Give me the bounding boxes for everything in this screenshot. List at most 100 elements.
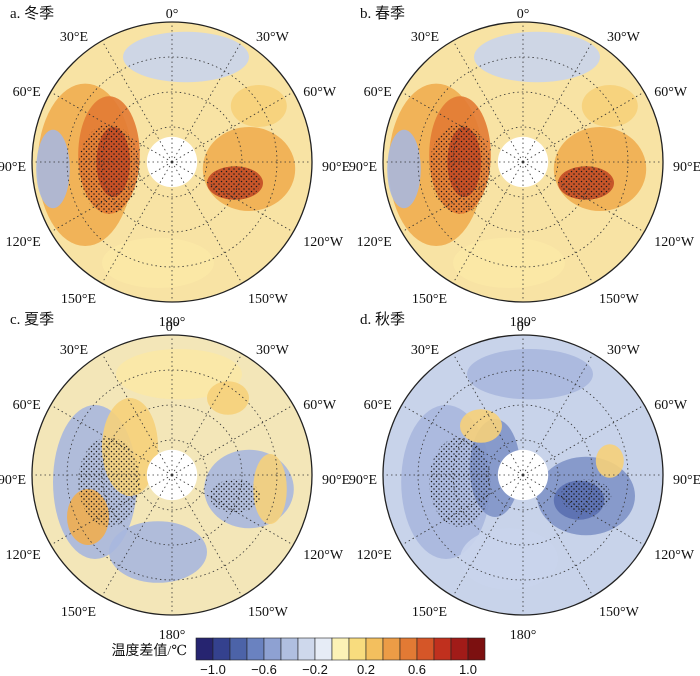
colorbar-tick-label: −0.6 [251,662,277,676]
meridian-line [522,40,594,163]
longitude-label: 90°E [673,160,700,175]
longitude-label: 180° [510,315,537,330]
colorbar-cell [365,637,384,661]
longitude-label: 90°E [673,473,700,488]
meridian-line [401,161,524,233]
colorbar-cell [467,637,486,661]
meridian-line [522,404,645,476]
longitude-label: 60°E [13,85,41,100]
latitude-circle [487,126,559,198]
meridian-line [50,161,173,233]
longitude-label: 90°E [322,160,350,175]
longitude-label: 150°W [248,292,289,307]
anomaly-region [116,349,242,400]
panel-title: d. 秋季 [360,311,405,328]
meridian-line [101,353,173,476]
longitude-label: 120°W [654,548,695,563]
longitude-label: 120°E [357,235,392,250]
colorbar-cell [263,637,282,661]
map-panel: 0° 30°W 60°W 90°E 120°W 150°W 180° 150°E 120°E 90… [0,5,350,330]
map-boundary [382,21,664,303]
anomaly-region [595,444,624,478]
longitude-label: 120°E [6,548,41,563]
anomaly-region [453,237,565,288]
longitude-label: 180° [510,628,537,643]
longitude-label: 0° [166,320,179,335]
longitude-label: 150°E [412,292,447,307]
colorbar-tick-label: −1.0 [200,662,226,676]
map-panel: 0° 30°W 60°W 90°E 120°W 150°W 180° 150°E 120°E 90… [0,311,350,643]
longitude-label: 180° [159,315,186,330]
longitude-label: 60°W [654,398,688,413]
longitude-label: 150°E [412,605,447,620]
longitude-label: 60°E [13,398,41,413]
meridian-line [452,161,524,284]
longitude-label: 60°W [303,398,337,413]
significance-stipple [78,124,140,214]
temperature-field [32,335,312,615]
colorbar-cell [399,637,418,661]
colorbar-cell [280,637,299,661]
anomaly-region [102,237,214,288]
longitude-label: 30°E [60,30,88,45]
latitude-circle [452,91,594,233]
anomaly-region [36,129,70,209]
meridian-line [171,404,294,476]
longitude-label: 120°E [357,548,392,563]
longitude-label: 30°W [256,343,290,358]
meridian-line [452,474,524,597]
longitude-label: 0° [166,7,179,22]
significance-stipple [209,479,261,513]
colorbar-cell [348,637,367,661]
meridian-line [522,161,645,233]
longitude-label: 150°W [599,292,640,307]
colorbar-cell [433,637,452,661]
meridian-line [452,40,524,163]
meridian-line [171,161,243,284]
significance-stipple [429,437,491,527]
meridian-line [522,474,594,597]
longitude-label: 30°E [60,343,88,358]
longitude-label: 0° [517,320,530,335]
meridian-line [401,91,524,163]
colorbar-cell [297,637,316,661]
colorbar-cell [416,637,435,661]
anomaly-region [387,129,421,209]
latitude-circle [101,404,243,546]
meridian-line [401,474,524,546]
meridian-line [101,161,173,284]
longitude-label: 90°E [0,473,26,488]
significance-stipple [78,437,140,527]
longitude-label: 90°E [0,160,26,175]
longitude-label: 150°W [599,605,640,620]
colorbar-cell [212,637,231,661]
anomaly-region [474,31,600,83]
significance-stipple [209,166,261,200]
longitude-label: 30°E [411,343,439,358]
colorbar-tick-label: 1.0 [459,662,477,676]
colorbar-cell [195,637,214,661]
meridian-line [101,40,173,163]
anomaly-region [581,85,638,127]
meridian-line [171,474,294,546]
longitude-label: 150°W [248,605,289,620]
latitude-circle [452,404,594,546]
meridian-line [171,474,243,597]
longitude-label: 90°E [349,473,377,488]
meridian-line [50,474,173,546]
significance-stipple [560,166,612,200]
colorbar-cell [246,637,265,661]
longitude-label: 180° [159,628,186,643]
latitude-circle [136,439,208,511]
meridian-line [50,91,173,163]
significance-stipple [429,124,491,214]
colorbar-tick-label: 0.6 [408,662,426,676]
longitude-label: 30°W [607,30,641,45]
meridian-line [522,474,645,546]
longitude-label: 30°E [411,30,439,45]
longitude-label: 150°E [61,292,96,307]
longitude-label: 150°E [61,605,96,620]
meridian-line [171,40,243,163]
anomaly-region [230,85,287,127]
